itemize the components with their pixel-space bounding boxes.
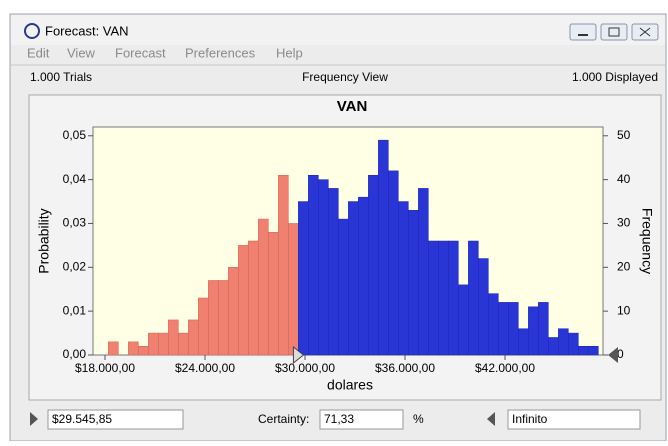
plot: 0,00 0,01 0,02 0,03 0,04 0,05 0 10 20 30 40 50 $18.0…	[63, 126, 631, 375]
lower-value: $29.545,85	[52, 412, 112, 426]
bar	[358, 196, 369, 356]
bar	[168, 319, 179, 356]
menu-item[interactable]: Edit	[27, 45, 50, 60]
chart-title: VAN	[337, 98, 368, 115]
bar	[578, 345, 589, 356]
lower-input[interactable]	[47, 409, 184, 430]
y2-tick-label: 0	[617, 347, 624, 361]
bar	[448, 240, 459, 356]
bar	[438, 240, 449, 356]
bar	[558, 328, 569, 356]
bar	[248, 240, 259, 356]
y-tick-label: 0,05	[63, 128, 87, 142]
bar	[368, 174, 379, 356]
bar	[288, 223, 299, 356]
bar	[458, 284, 469, 356]
menu-item[interactable]: View	[67, 45, 96, 60]
y-tick-label: 0,03	[63, 216, 87, 230]
bar	[388, 170, 399, 356]
x-tick-label: $18.000,00	[75, 361, 135, 375]
y-tick-label: 0,04	[63, 172, 87, 186]
bar	[408, 210, 419, 356]
bar	[568, 332, 579, 356]
upper-value: Infinito	[512, 412, 548, 426]
app-icon	[24, 23, 40, 39]
menu-item[interactable]: Forecast	[115, 45, 166, 60]
upper-arrow[interactable]	[487, 412, 495, 426]
bar	[198, 297, 209, 356]
maximize-icon	[608, 27, 620, 37]
bar	[498, 302, 509, 356]
bar	[588, 345, 599, 356]
close-icon	[639, 27, 651, 37]
bar	[398, 201, 409, 356]
bar	[428, 240, 439, 356]
menu-item[interactable]: Preferences	[185, 45, 256, 60]
view-name: Frequency View	[302, 70, 388, 84]
bar	[328, 188, 339, 356]
bar	[548, 337, 559, 356]
bar	[258, 218, 269, 356]
bar	[298, 201, 309, 356]
bar	[208, 280, 219, 356]
bar	[518, 328, 529, 356]
bar	[418, 188, 429, 356]
displayed-count: 1.000 Displayed	[572, 70, 658, 84]
y2-tick-label: 50	[617, 128, 631, 142]
bar	[148, 332, 159, 356]
y-tick-label: 0,00	[63, 347, 87, 361]
lower-arrow[interactable]	[30, 412, 38, 426]
bar	[378, 139, 389, 356]
bar	[178, 332, 189, 356]
certainty-input[interactable]	[319, 409, 404, 430]
y2-tick-label: 10	[617, 303, 631, 317]
y2-tick-label: 20	[617, 259, 631, 273]
bar	[488, 293, 499, 356]
x-tick-label: $36.000,00	[375, 361, 435, 375]
bar	[538, 302, 549, 356]
bar	[158, 332, 169, 356]
bar	[348, 201, 359, 356]
bar	[188, 319, 199, 356]
menu-item[interactable]: Help	[276, 45, 303, 60]
y2-tick-label: 30	[617, 216, 631, 230]
y2-axis-label: Frequency	[639, 208, 655, 274]
bar	[308, 174, 319, 356]
y-tick-label: 0,01	[63, 303, 87, 317]
bar	[528, 306, 539, 356]
x-tick-label: $24.000,00	[175, 361, 235, 375]
bar	[228, 267, 239, 356]
x-tick-label: $42.000,00	[475, 361, 535, 375]
upper-grabber[interactable]	[608, 347, 618, 363]
lower-grabber[interactable]	[292, 345, 305, 365]
certainty-value: 71,33	[324, 412, 354, 426]
bar	[238, 245, 249, 356]
y-axis-label: Probability	[36, 208, 52, 273]
maximize-button[interactable]	[600, 23, 628, 41]
bar	[468, 240, 479, 356]
bar	[478, 258, 489, 356]
window-title: Forecast: VAN	[45, 23, 129, 38]
bar	[318, 179, 329, 356]
y2-tick-label: 40	[617, 172, 631, 186]
title-bar	[11, 15, 665, 45]
bar	[508, 302, 519, 356]
bar	[128, 341, 139, 356]
bar	[218, 280, 229, 356]
trials-count: 1.000 Trials	[30, 70, 92, 84]
percent-sign: %	[413, 412, 424, 426]
bar	[278, 174, 289, 356]
x-tick-label: $30.000,00	[275, 361, 335, 375]
upper-input[interactable]	[507, 409, 641, 430]
x-axis-label: dolares	[327, 377, 373, 393]
bar	[108, 341, 119, 356]
certainty-label: Certainty:	[258, 412, 309, 426]
bar	[138, 345, 149, 356]
y-tick-label: 0,02	[63, 259, 87, 273]
bar	[268, 231, 279, 356]
minimize-button[interactable]	[569, 23, 597, 41]
bar	[338, 218, 349, 356]
